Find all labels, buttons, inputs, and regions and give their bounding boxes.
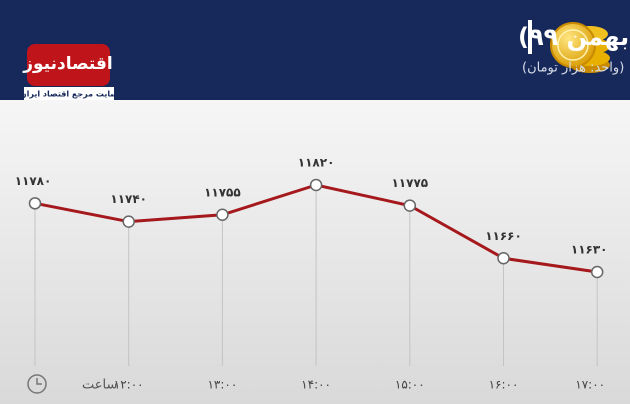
logo-text: اقتصادنیوز <box>22 54 113 74</box>
x-tick-label: ۱۲:۰۰ <box>114 378 144 392</box>
coins-icon <box>550 22 610 73</box>
logo <box>27 44 110 86</box>
point <box>590 265 604 279</box>
x-tick-label: ۱۵:۰۰ <box>395 378 425 392</box>
chart-subtitle: (واحد: هزار تومان) <box>522 61 624 76</box>
value-label: ۱۱۶۳۰ <box>571 243 608 257</box>
point <box>309 178 323 192</box>
value-label: ۱۱۷۴۰ <box>110 192 147 206</box>
chart-title: روند بهای سکه (دوشنبه ۲۷ بهمن ۹۹) <box>518 23 630 51</box>
x-tick-label: ۱۳:۰۰ <box>207 378 237 392</box>
tagline-box <box>24 87 114 100</box>
x-axis-label: ساعت <box>82 378 117 393</box>
point <box>403 199 417 212</box>
x-tick-label: ۱۴:۰۰ <box>301 378 331 392</box>
point <box>497 252 510 265</box>
tagline: سایت مرجع اقتصاد ایران <box>20 90 119 99</box>
point <box>28 197 42 210</box>
clock-icon <box>27 374 47 394</box>
value-label: ۱۱۷۵۵ <box>204 185 241 199</box>
value-label: ۱۱۸۲۰ <box>298 156 335 170</box>
value-label: ۱۱۷۸۰ <box>15 174 52 188</box>
x-tick-label: ۱۷:۰۰ <box>575 378 605 392</box>
title-bar <box>528 20 532 54</box>
value-label: ۱۱۷۷۵ <box>391 176 428 190</box>
point <box>216 208 229 222</box>
value-label: ۱۱۶۶۰ <box>485 229 522 243</box>
x-tick-label: ۱۶:۰۰ <box>489 378 519 392</box>
point <box>122 215 135 228</box>
